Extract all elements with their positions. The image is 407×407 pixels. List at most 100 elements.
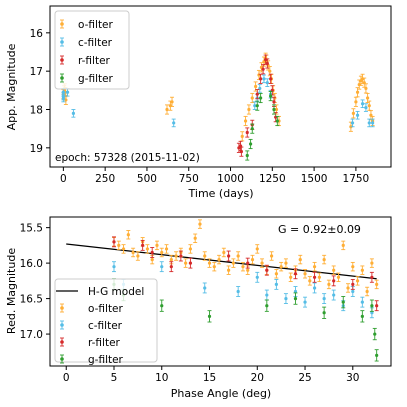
legend-marker — [60, 76, 64, 80]
c-filter-point — [71, 109, 76, 118]
marker — [170, 100, 174, 104]
o-filter-point — [236, 251, 241, 261]
epoch-annotation: epoch: 57328 (2015-11-02) — [55, 152, 200, 164]
c-filter-point — [265, 78, 270, 87]
marker — [355, 279, 360, 283]
y-tick: 16 — [30, 28, 50, 40]
x-tick-label: 1250 — [259, 173, 286, 185]
marker — [265, 61, 269, 66]
legend-label: c-filter — [88, 320, 123, 332]
marker — [332, 268, 336, 272]
legend-box — [54, 10, 130, 90]
o-filter-point — [326, 279, 331, 290]
o-filter-point — [307, 276, 312, 286]
marker — [332, 279, 336, 283]
legend-marker — [60, 40, 64, 44]
marker — [198, 222, 202, 226]
marker — [293, 272, 298, 276]
legend-label: c-filter — [78, 37, 113, 49]
x-tick: 25 — [298, 366, 312, 384]
marker — [322, 257, 326, 262]
legend-marker — [60, 58, 64, 62]
c-filter-point — [264, 289, 269, 301]
marker — [131, 250, 135, 255]
marker — [336, 275, 341, 279]
x-tick-label: 10 — [155, 372, 168, 384]
o-filter-point — [226, 265, 231, 275]
g-filter-point — [369, 299, 374, 312]
marker — [184, 261, 188, 265]
marker — [222, 250, 226, 255]
o-filter-point — [217, 254, 222, 265]
c-filter-point — [61, 91, 66, 101]
y-tick: 16.0 — [20, 258, 50, 270]
marker — [250, 127, 254, 131]
y-tick-label: 16 — [30, 28, 44, 40]
x-tick: 15 — [203, 366, 216, 384]
marker — [355, 113, 360, 117]
g-filter-point — [159, 299, 164, 312]
marker — [303, 300, 307, 304]
o-filter-point — [221, 247, 226, 258]
marker — [279, 265, 283, 269]
marker — [150, 257, 154, 262]
g-filter-point — [248, 138, 253, 150]
marker — [268, 69, 272, 73]
marker — [164, 247, 169, 251]
x-tick-label: 0 — [60, 173, 67, 185]
r-filter-point — [312, 271, 317, 283]
marker — [250, 96, 254, 100]
g-filter-point — [322, 306, 327, 319]
marker — [65, 90, 70, 94]
y-axis-label: Red. Magnitude — [5, 248, 18, 334]
marker — [136, 254, 140, 258]
marker — [375, 304, 379, 308]
r-filter-point — [264, 264, 269, 276]
marker — [322, 296, 326, 301]
legend-item: c-filter — [60, 37, 113, 49]
o-filter-point — [188, 244, 193, 254]
marker — [253, 104, 257, 108]
marker — [207, 261, 212, 265]
o-filter-point — [260, 258, 265, 268]
o-filter-point — [202, 251, 207, 261]
o-filter-point — [255, 244, 260, 254]
marker — [193, 236, 197, 240]
y-tick-label: 16.0 — [20, 258, 43, 270]
x-tick-label: 0 — [63, 372, 70, 384]
g-filter-point — [245, 150, 250, 161]
o-filter-point — [331, 265, 336, 275]
marker — [259, 96, 263, 100]
marker — [354, 100, 358, 104]
legend-item: g-filter — [60, 354, 124, 366]
o-filter-point — [193, 233, 198, 243]
marker — [150, 250, 154, 255]
c-filter-point — [274, 278, 279, 290]
marker — [293, 296, 298, 301]
r-filter-point — [245, 127, 250, 138]
marker — [217, 257, 221, 262]
legend-marker — [60, 306, 64, 310]
o-filter-point — [170, 96, 175, 107]
y-axis-label: App. Magnitude — [5, 43, 18, 130]
marker — [141, 243, 145, 247]
x-tick-label: 5 — [111, 372, 118, 384]
c-filter-point — [236, 286, 241, 297]
x-tick: 5 — [111, 366, 118, 384]
marker — [203, 254, 207, 258]
o-filter-point — [322, 254, 327, 265]
o-filter-point — [116, 240, 121, 251]
legend-item: r-filter — [60, 55, 111, 67]
marker — [284, 296, 288, 301]
marker — [364, 105, 368, 110]
r-filter-point — [293, 268, 298, 280]
marker — [227, 254, 231, 258]
x-tick-label: 1500 — [301, 173, 328, 185]
c-filter-point — [111, 261, 116, 273]
g-filter-point — [271, 104, 276, 115]
legend-item: o-filter — [60, 19, 114, 31]
marker — [61, 94, 65, 98]
o-filter-point — [283, 258, 288, 268]
c-filter-point — [257, 84, 262, 93]
x-tick: 0 — [63, 366, 70, 384]
